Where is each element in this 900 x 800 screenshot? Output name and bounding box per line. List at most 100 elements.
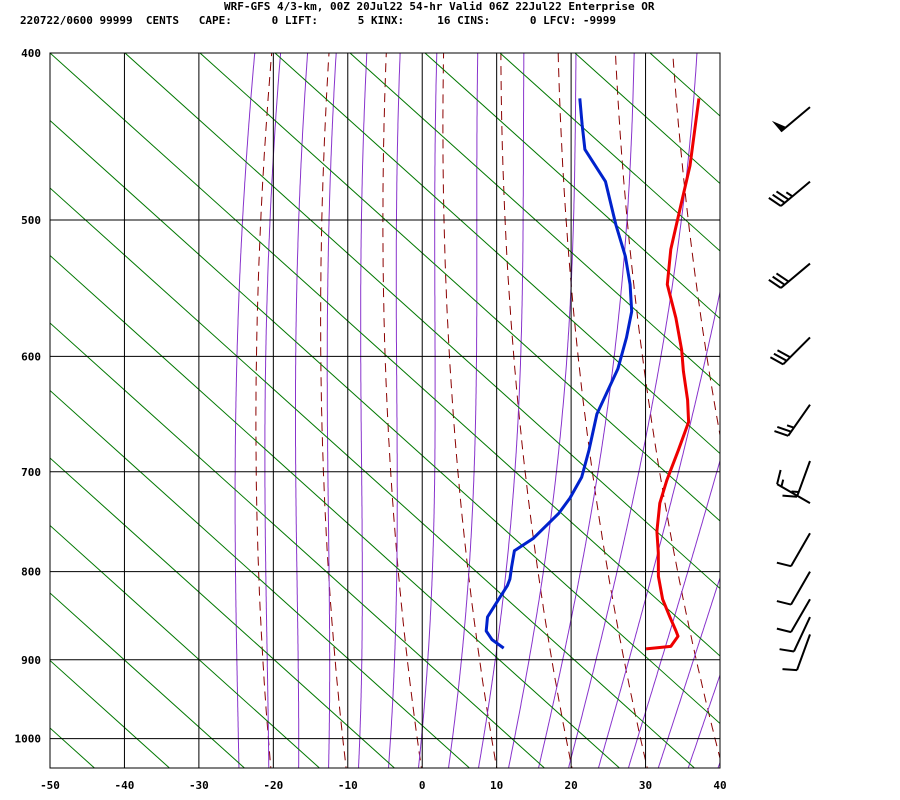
dry-adiabat [843, 44, 900, 776]
x-tick-label: 30 [639, 779, 652, 792]
wind-barb [774, 404, 811, 437]
moist-adiabat [627, 458, 720, 768]
barb-full [772, 275, 786, 286]
mixing-ratio-line [199, 53, 720, 522]
barb-staff [790, 598, 811, 633]
dry-adiabat [614, 53, 720, 761]
barb-staff [790, 532, 811, 567]
mixing-ratio-line [50, 524, 321, 768]
x-tick-label: -30 [189, 779, 209, 792]
profiles [484, 98, 701, 651]
wind-barb [769, 336, 811, 366]
mixing-ratio-line [50, 322, 546, 768]
dewpoint-profile [484, 98, 634, 650]
mixing-ratio-line [50, 119, 720, 725]
mixing-ratio-line [50, 457, 396, 768]
mixing-ratio-line [274, 53, 720, 455]
mixing-ratio-line [800, 53, 900, 791]
barb-full [779, 648, 795, 653]
dry-adiabat [320, 53, 347, 768]
grid [49, 52, 721, 769]
mixing-ratio-line [50, 659, 171, 768]
dry-adiabat [382, 53, 422, 768]
thermo-lines [50, 44, 900, 791]
mixing-ratio-line [50, 727, 96, 768]
barb-staff [787, 404, 811, 437]
mixing-ratio-line [50, 389, 471, 768]
barb-staff [790, 571, 811, 606]
barb-staff [776, 483, 811, 505]
moist-adiabat [234, 53, 256, 768]
x-tick-label: -20 [263, 779, 283, 792]
barb-flag [771, 120, 787, 132]
barb-full [776, 426, 792, 433]
mixing-ratio-line [424, 53, 720, 320]
barb-staff [796, 634, 811, 671]
barb-staff [782, 336, 811, 366]
moist-adiabat [264, 53, 282, 768]
sounding-indices: 220722/0600 99999 CENTS CAPE: 0 LIFT: 5 … [20, 14, 617, 27]
x-tick-label: 40 [713, 779, 726, 792]
wind-barb [782, 634, 811, 672]
barb-full [768, 197, 782, 207]
y-tick-label: 600 [21, 350, 41, 363]
barb-full [782, 494, 798, 498]
x-tick-label: -50 [40, 779, 60, 792]
chart-title: WRF-GFS 4/3-km, 00Z 20Jul22 54-hr Valid … [224, 0, 655, 13]
moist-adiabat [657, 576, 720, 768]
wind-barb [779, 616, 811, 653]
x-tick-label: 20 [564, 779, 577, 792]
moist-adiabat [507, 53, 577, 768]
barb-staff [780, 180, 811, 207]
mixing-ratio-line [50, 254, 621, 768]
y-tick-label: 400 [21, 47, 41, 60]
mixing-ratio-line [349, 53, 720, 387]
barb-full [774, 430, 789, 437]
mixing-ratio-line [50, 592, 246, 768]
dry-adiabat [500, 53, 573, 768]
moist-adiabat [567, 53, 698, 768]
barb-half [780, 479, 785, 487]
barb-staff [780, 262, 811, 289]
barb-staff [780, 106, 811, 133]
barb-full [769, 356, 784, 366]
y-tick-label: 800 [21, 566, 41, 579]
wind-barb [768, 180, 811, 207]
barb-full [776, 349, 791, 359]
x-tick-label: 10 [490, 779, 503, 792]
wind-barb [776, 571, 811, 606]
barb-half [786, 424, 795, 429]
dry-adiabat [442, 53, 498, 768]
wind-barb [776, 598, 811, 634]
moist-adiabat [537, 53, 635, 768]
y-tick-label: 900 [21, 654, 41, 667]
dry-adiabat [672, 53, 720, 438]
mixing-ratio-line [574, 53, 720, 185]
y-tick-label: 1000 [15, 733, 42, 746]
barb-half [785, 191, 793, 198]
moist-adiabat [295, 53, 309, 768]
mixing-ratio-line [50, 187, 696, 768]
y-tick-label: 700 [21, 466, 41, 479]
barb-staff [793, 616, 811, 652]
mixing-ratio-line [725, 53, 900, 791]
moist-adiabat [717, 760, 720, 768]
barb-full [773, 352, 788, 362]
barb-half [791, 490, 799, 493]
mixing-ratio-line [124, 53, 720, 590]
barb-full [772, 193, 786, 204]
moist-adiabat [477, 53, 525, 768]
wind-barb [776, 469, 811, 505]
dry-adiabat [786, 44, 900, 776]
barb-full [782, 668, 798, 672]
wind-barb [782, 460, 811, 498]
wind-barbs [768, 106, 811, 672]
moist-adiabat [387, 53, 401, 768]
barb-full [775, 272, 790, 283]
tick-labels: -50 -40 -30 -20 -10 0 10 20 30 40 400 500 600 700 800 9… [15, 47, 727, 792]
moist-adiabat [597, 289, 720, 768]
dry-adiabat [557, 53, 648, 768]
temperature-profile [645, 98, 701, 651]
moist-adiabat [687, 673, 720, 768]
